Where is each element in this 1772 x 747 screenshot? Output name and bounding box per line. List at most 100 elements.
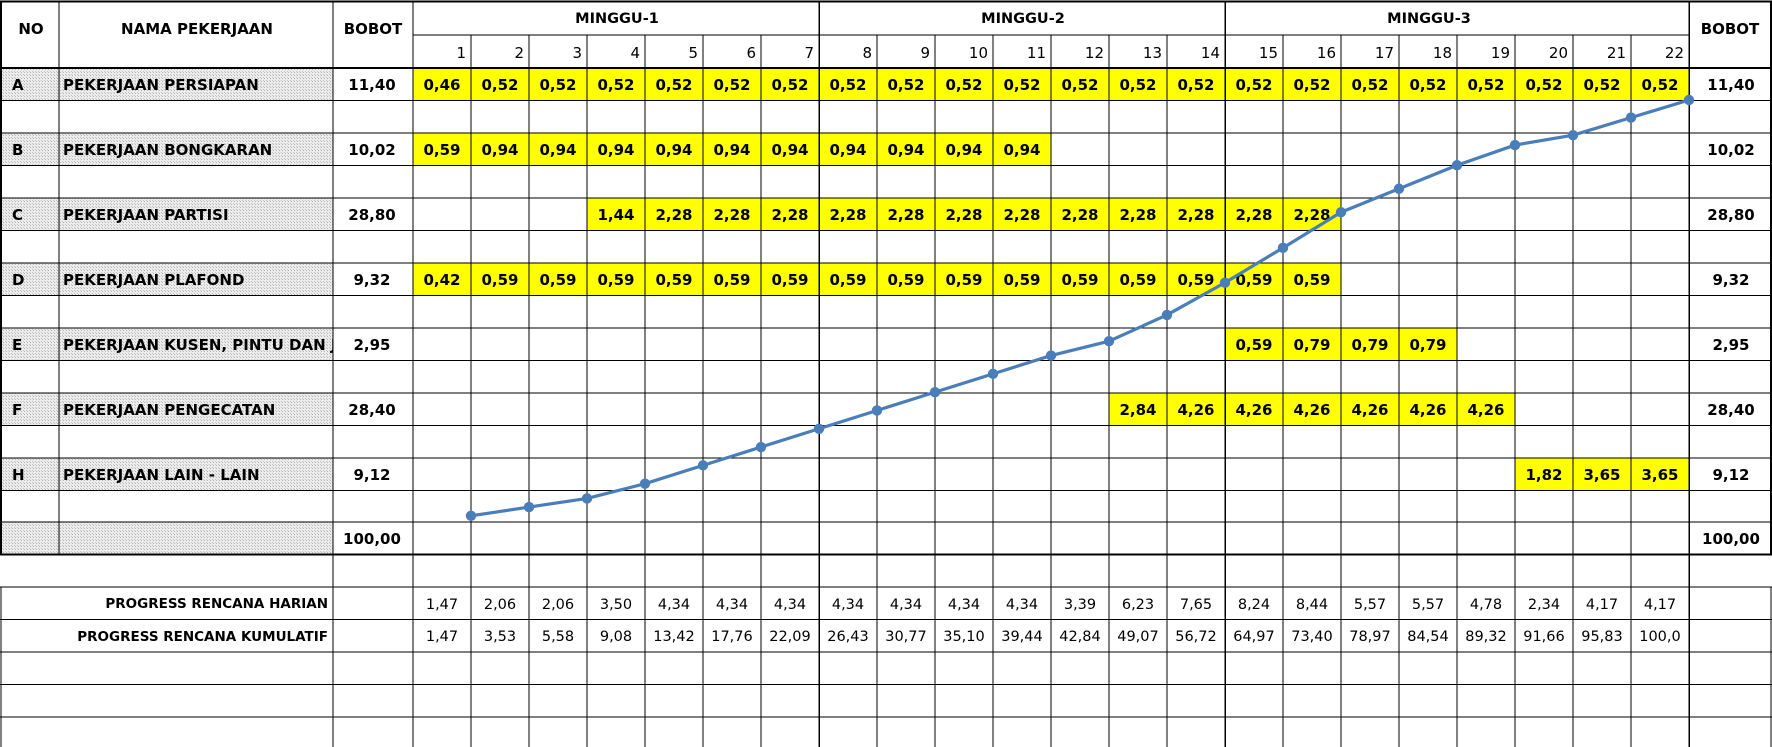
- day-number: 20: [1549, 44, 1568, 62]
- progress-kumulatif-value: 9,08: [600, 629, 632, 645]
- progress-kumulatif-value: 73,40: [1291, 629, 1333, 645]
- task-name: PEKERJAAN PLAFOND: [63, 271, 244, 289]
- code-cell-hatch: [1, 68, 59, 101]
- bar-cell: [645, 133, 703, 166]
- task-value: 0,59: [1235, 336, 1272, 354]
- day-number: 2: [514, 44, 524, 62]
- task-value: 0,79: [1293, 336, 1330, 354]
- task-bobot-left: 11,40: [348, 76, 395, 94]
- task-value: 0,59: [539, 271, 576, 289]
- progress-kumulatif-value: 49,07: [1117, 629, 1159, 645]
- bar-cell: [703, 198, 761, 231]
- progress-harian-value: 3,39: [1064, 597, 1096, 613]
- task-value: 0,52: [713, 76, 750, 94]
- progress-harian-value: 8,24: [1238, 597, 1270, 613]
- task-value: 0,52: [1003, 76, 1040, 94]
- task-value: 4,26: [1351, 401, 1388, 419]
- bar-cell: [587, 68, 645, 101]
- bar-cell: [935, 68, 993, 101]
- total-bobot-right: 100,00: [1702, 530, 1760, 548]
- task-value: 4,26: [1177, 401, 1214, 419]
- task-name: PEKERJAAN KUSEN, PINTU DAN JENDELA: [63, 336, 404, 354]
- header-nama-pekerjaan: NAMA PEKERJAAN: [121, 20, 273, 38]
- bar-cell: [877, 198, 935, 231]
- bar-cell: [993, 68, 1051, 101]
- bar-cell: [819, 68, 877, 101]
- task-value: 2,28: [1119, 206, 1156, 224]
- bar-cell: [1515, 458, 1573, 491]
- s-curve-chart: [465, 94, 1695, 521]
- task-value: 4,26: [1293, 401, 1330, 419]
- task-value: 0,59: [655, 271, 692, 289]
- task-value: 3,65: [1583, 466, 1620, 484]
- task-name: PEKERJAAN LAIN - LAIN: [63, 466, 260, 484]
- bar-cell: [1167, 393, 1225, 426]
- progress-kumulatif-label: PROGRESS RENCANA KUMULATIF: [77, 629, 328, 645]
- bar-cell: [1631, 458, 1689, 491]
- bar-cell: [993, 133, 1051, 166]
- bar-cell: [1341, 68, 1399, 101]
- progress-kumulatif-value: 42,84: [1059, 629, 1101, 645]
- progress-kumulatif-value: 56,72: [1175, 629, 1217, 645]
- task-value: 0,52: [1061, 76, 1098, 94]
- bar-cell: [1109, 198, 1167, 231]
- progress-harian-value: 4,34: [774, 597, 806, 613]
- progress-kumulatif-value: 84,54: [1407, 629, 1449, 645]
- task-value: 0,94: [1003, 141, 1040, 159]
- s-curve-point: [465, 510, 477, 521]
- task-value: 2,28: [1293, 206, 1330, 224]
- bar-cell: [587, 198, 645, 231]
- task-value: 2,28: [887, 206, 924, 224]
- task-bobot-left: 9,12: [353, 466, 390, 484]
- s-curve-point: [987, 368, 999, 380]
- task-value: 0,46: [423, 76, 460, 94]
- task-name-hatch: [59, 68, 333, 101]
- progress-harian-label: PROGRESS RENCANA HARIAN: [105, 596, 328, 612]
- task-name: PEKERJAAN PENGECATAN: [63, 401, 275, 419]
- task-bobot-right: 10,02: [1707, 141, 1754, 159]
- task-value: 0,94: [945, 141, 982, 159]
- bar-cell: [703, 263, 761, 296]
- bar-cell: [935, 133, 993, 166]
- s-curve-point: [1335, 207, 1347, 218]
- bar-cell: [1399, 68, 1457, 101]
- task-value: 0,94: [597, 141, 634, 159]
- bar-cell: [587, 133, 645, 166]
- task-value: 0,52: [1351, 76, 1388, 94]
- day-number: 21: [1607, 44, 1626, 62]
- day-number: 17: [1375, 44, 1394, 62]
- task-value: 0,59: [1293, 271, 1330, 289]
- task-name-hatch: [59, 393, 333, 426]
- progress-harian-value: 4,34: [832, 597, 864, 613]
- task-value: 0,59: [481, 271, 518, 289]
- bar-cell: [1283, 198, 1341, 231]
- task-value: 2,28: [829, 206, 866, 224]
- bar-cell: [1457, 393, 1515, 426]
- task-value: 0,59: [1119, 271, 1156, 289]
- bar-cell: [1573, 68, 1631, 101]
- bar-cell: [471, 68, 529, 101]
- task-row: H PEKERJAAN LAIN - LAIN 9,12 9,12 1,82 3,65 3,…: [12, 466, 1750, 484]
- day-number: 8: [862, 44, 872, 62]
- total-label-hatch: [1, 522, 333, 555]
- day-number: 6: [746, 44, 756, 62]
- progress-harian-value: 4,34: [716, 597, 748, 613]
- progress-harian-value: 6,23: [1122, 597, 1154, 613]
- task-value: 2,28: [1003, 206, 1040, 224]
- task-name: PEKERJAAN PERSIAPAN: [63, 76, 259, 94]
- task-value: 0,52: [829, 76, 866, 94]
- bar-cell: [1283, 393, 1341, 426]
- task-code: H: [12, 466, 25, 484]
- bar-cell: [761, 68, 819, 101]
- progress-harian-value: 4,34: [890, 597, 922, 613]
- progress-harian-value: 8,44: [1296, 597, 1328, 613]
- task-value: 0,52: [597, 76, 634, 94]
- task-value: 0,52: [1525, 76, 1562, 94]
- header-bobot-left: BOBOT: [344, 20, 403, 38]
- s-curve-point: [1393, 183, 1405, 194]
- bar-cell: [1399, 328, 1457, 361]
- task-value: 0,59: [423, 141, 460, 159]
- progress-kumulatif-value: 30,77: [885, 629, 927, 645]
- bar-cell: [761, 198, 819, 231]
- task-bobot-right: 28,80: [1707, 206, 1754, 224]
